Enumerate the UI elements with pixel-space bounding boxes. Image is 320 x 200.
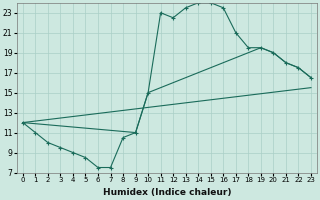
- X-axis label: Humidex (Indice chaleur): Humidex (Indice chaleur): [103, 188, 231, 197]
